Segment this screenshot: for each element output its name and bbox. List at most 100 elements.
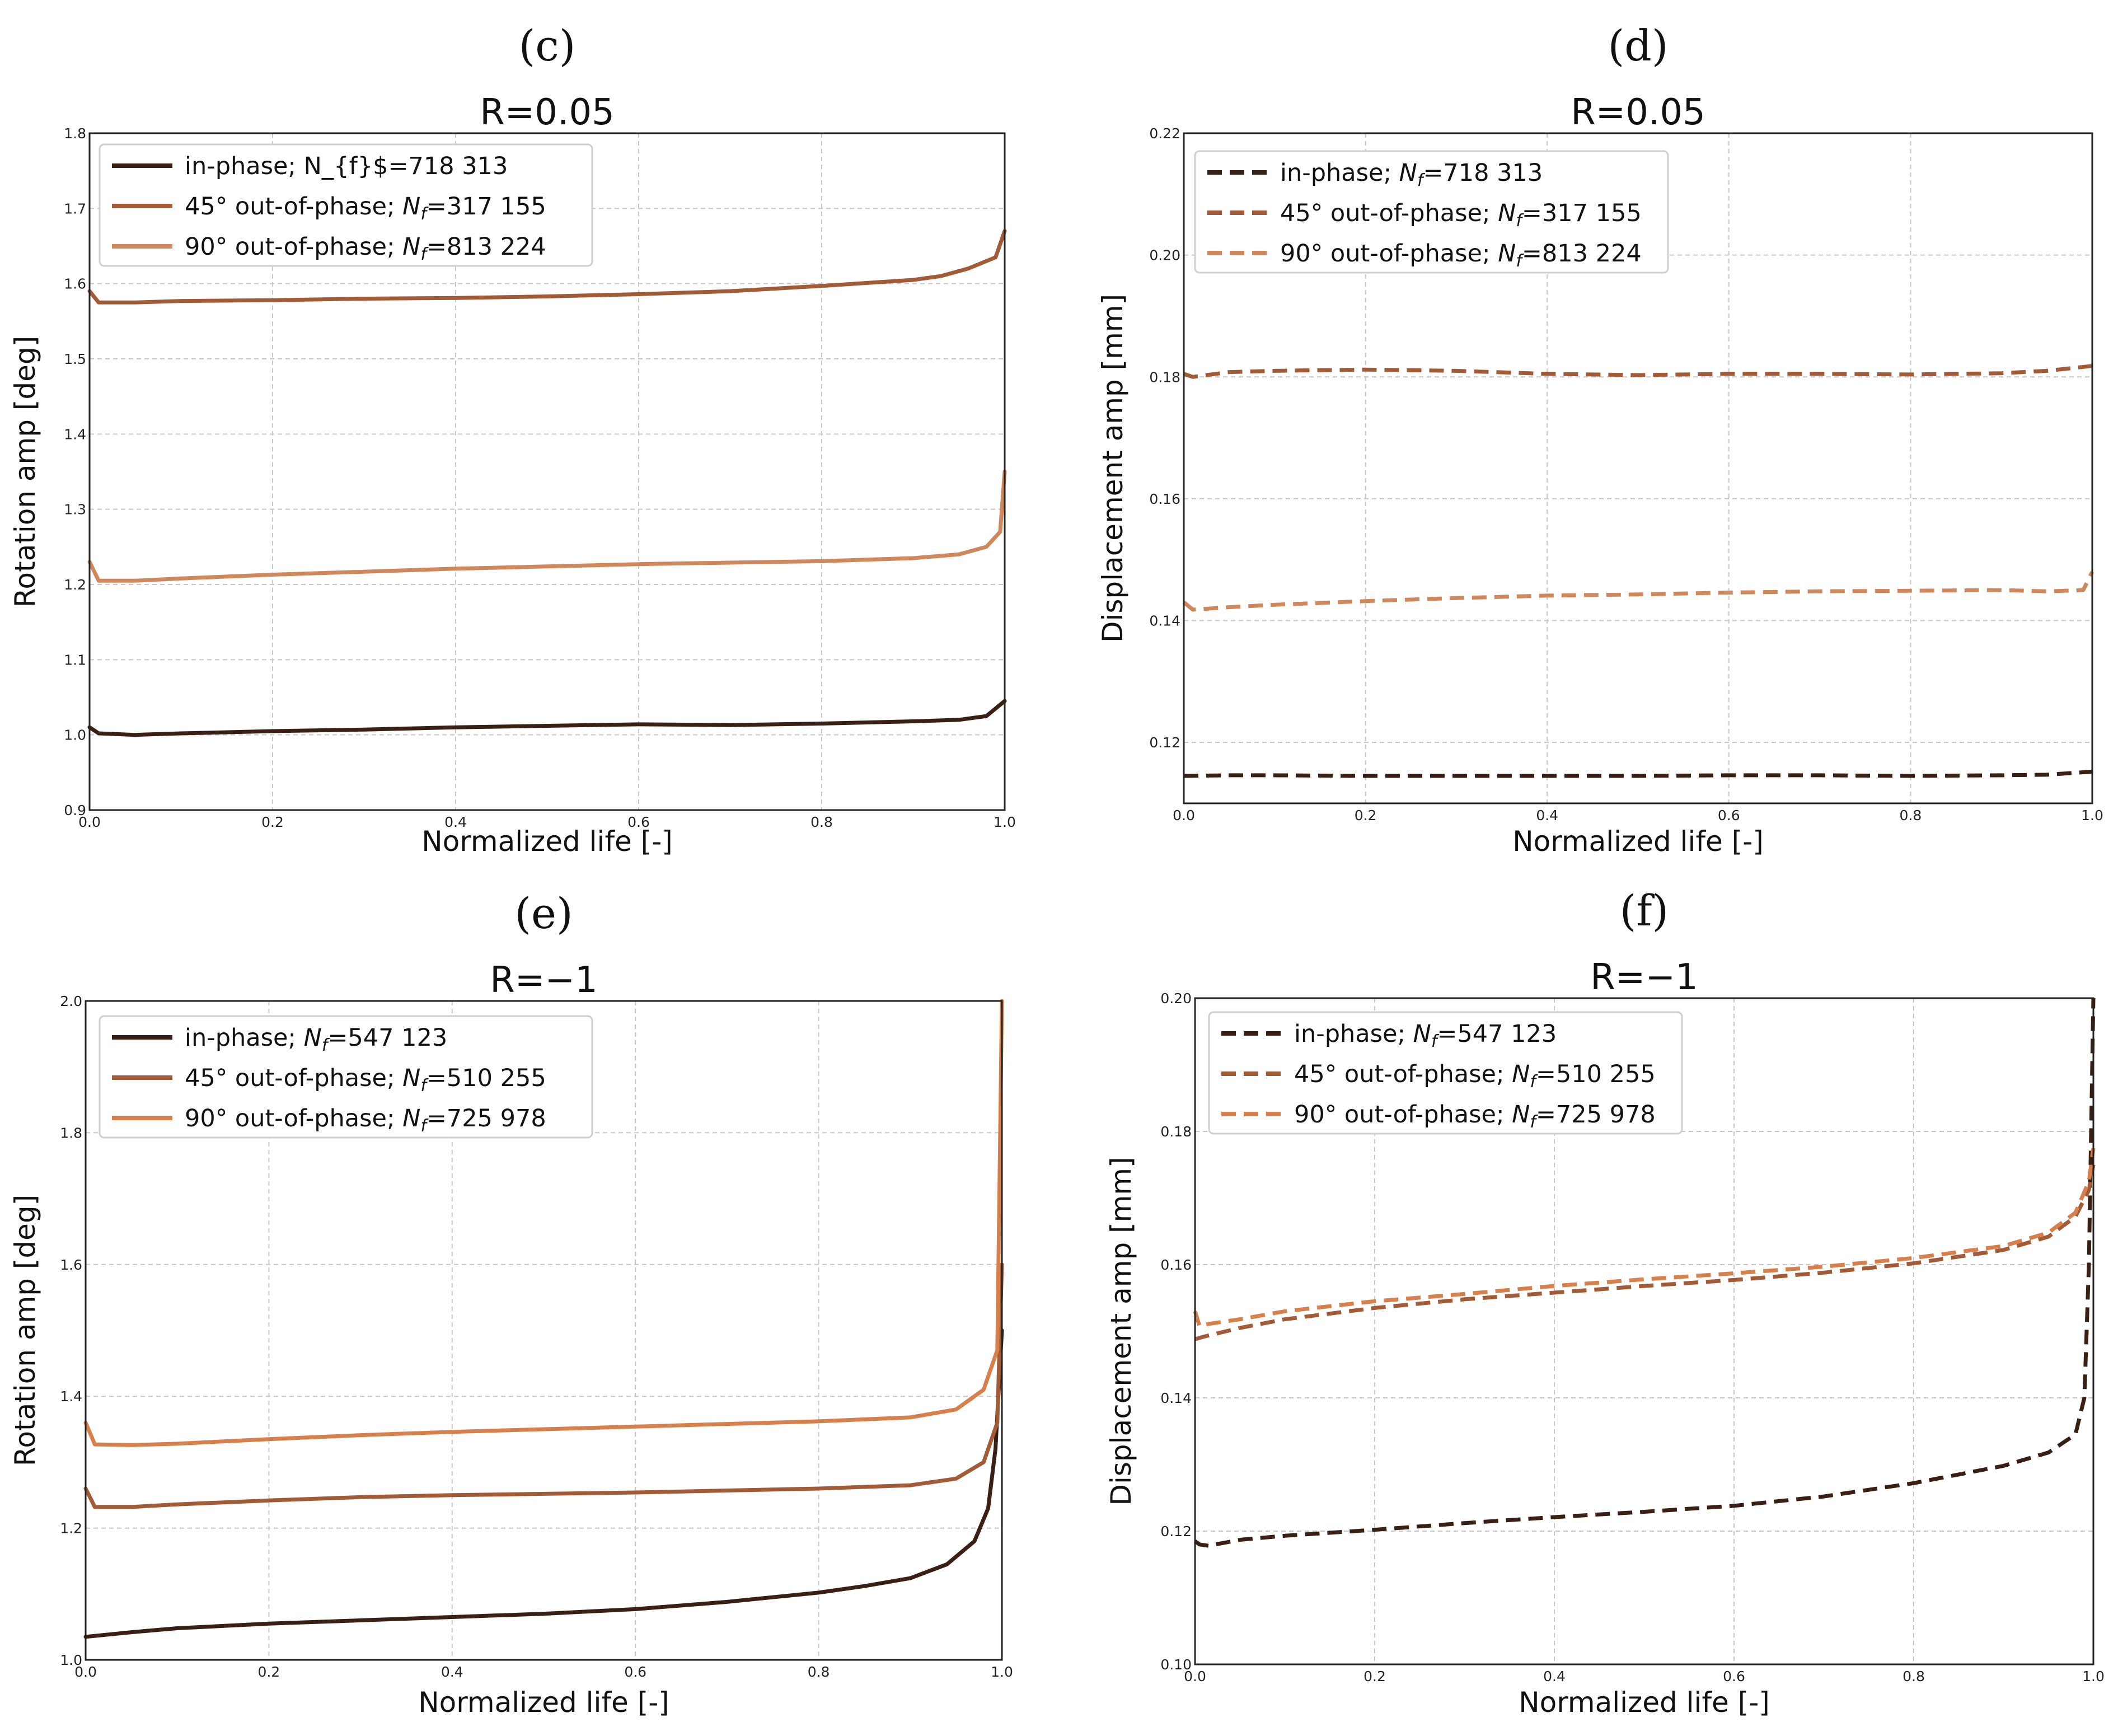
x-axis-label: Normalized life [-] — [421, 825, 673, 858]
y-tick-label: 1.2 — [64, 577, 86, 593]
y-axis-label: Displacement amp [mm] — [1097, 294, 1129, 643]
legend-box — [1194, 150, 1669, 274]
x-tick-label: 1.0 — [2082, 1668, 2105, 1684]
y-tick-label: 0.20 — [1149, 247, 1180, 264]
legend-label: 90° out-of-phase; Nf=725 978 — [185, 1105, 546, 1136]
y-axis-label: Displacement amp [mm] — [1105, 1157, 1137, 1505]
x-tick-label: 1.0 — [994, 814, 1016, 830]
y-tick-label: 0.20 — [1160, 990, 1192, 1007]
series-line-3 — [87, 470, 1007, 583]
chart-title: R=0.05 — [480, 92, 615, 133]
y-tick-label: 0.9 — [64, 802, 86, 818]
legend: in-phase; Nf=547 123 45° out-of-phase; Nf… — [99, 1015, 593, 1139]
x-tick-label: 0.0 — [74, 1664, 97, 1680]
x-tick-label: 0.8 — [1900, 807, 1922, 823]
y-tick-label: 0.12 — [1149, 734, 1180, 751]
series-line-2 — [1183, 364, 2093, 379]
y-tick-label: 1.5 — [64, 351, 86, 367]
x-tick-label: 0.2 — [1363, 1668, 1386, 1684]
series-line-3 — [83, 999, 1004, 1447]
legend-label: in-phase; Nf=547 123 — [1294, 1020, 1557, 1051]
series-line-3 — [1193, 1148, 2096, 1328]
legend-label: 45° out-of-phase; Nf=510 255 — [185, 1064, 546, 1096]
x-tick-label: 0.6 — [1718, 807, 1740, 823]
x-tick-label: 0.6 — [627, 814, 650, 830]
legend-label: 45° out-of-phase; Nf=317 155 — [185, 193, 546, 224]
y-tick-label: 1.1 — [64, 652, 86, 668]
legend: in-phase; N_{f}$=718 313 45° out-of-phase… — [99, 143, 593, 267]
legend-label: in-phase; Nf=718 313 — [1280, 159, 1543, 190]
legend-box — [1208, 1011, 1683, 1135]
y-tick-label: 0.22 — [1149, 125, 1180, 142]
y-tick-label: 0.14 — [1149, 613, 1180, 629]
y-tick-label: 1.2 — [60, 1520, 82, 1537]
series-line-1 — [87, 699, 1007, 737]
y-tick-label: 0.16 — [1160, 1257, 1192, 1273]
series-line-2 — [1194, 1164, 2096, 1341]
chart-title: R=−1 — [1590, 957, 1698, 998]
x-tick-label: 0.0 — [1184, 1668, 1206, 1684]
y-tick-label: 1.3 — [64, 502, 86, 518]
x-tick-label: 0.6 — [624, 1664, 646, 1680]
x-tick-label: 0.4 — [1543, 1668, 1566, 1684]
legend-box — [99, 1015, 593, 1139]
x-tick-label: 0.8 — [810, 814, 833, 830]
x-tick-label: 0.2 — [261, 814, 284, 830]
panel-letter: (d) — [1608, 21, 1669, 71]
y-tick-label: 0.12 — [1160, 1523, 1192, 1540]
x-axis-label: Normalized life [-] — [1519, 1686, 1770, 1719]
legend-label: 90° out-of-phase; Nf=813 224 — [1280, 240, 1642, 271]
y-tick-label: 0.10 — [1160, 1657, 1192, 1673]
chart-panel-3: (e) R=−1 0.0 0.2 0.4 0.6 0.8 1.0 1.0 1.2 1.4 1.6 1.8… — [9, 888, 1013, 1719]
y-tick-label: 2.0 — [60, 993, 82, 1009]
series-line-1 — [1193, 998, 2096, 1548]
legend-label: 90° out-of-phase; Nf=725 978 — [1294, 1101, 1656, 1132]
y-tick-label: 1.6 — [60, 1257, 82, 1273]
x-tick-label: 1.0 — [991, 1664, 1013, 1680]
y-tick-label: 1.7 — [64, 200, 86, 217]
legend-label: 45° out-of-phase; Nf=510 255 — [1294, 1060, 1656, 1092]
x-axis-label: Normalized life [-] — [418, 1686, 669, 1719]
x-tick-label: 0.6 — [1723, 1668, 1745, 1684]
chart-title: R=0.05 — [1571, 92, 1705, 133]
x-tick-label: 0.8 — [808, 1664, 830, 1680]
legend: in-phase; Nf=547 123 45° out-of-phase; Nf… — [1208, 1011, 1683, 1135]
y-tick-label: 0.16 — [1149, 491, 1180, 507]
x-tick-label: 0.2 — [258, 1664, 280, 1680]
chart-panel-4: (f) R=−1 0.0 0.2 0.4 0.6 0.8 1.0 0.10 0.12 0.14 0.1… — [1105, 886, 2105, 1719]
series-line-1 — [83, 1328, 1004, 1639]
y-tick-label: 1.8 — [64, 125, 86, 142]
legend: in-phase; Nf=718 313 45° out-of-phase; Nf… — [1194, 150, 1669, 274]
y-tick-label: 0.18 — [1160, 1124, 1192, 1140]
plot-area-frame — [1183, 132, 2093, 804]
legend-label: 45° out-of-phase; Nf=317 155 — [1280, 199, 1642, 231]
x-tick-label: 0.4 — [444, 814, 467, 830]
y-axis-label: Rotation amp [deg] — [9, 1195, 41, 1466]
x-tick-label: 0.4 — [441, 1664, 463, 1680]
series-line-3 — [1182, 570, 2094, 612]
x-tick-label: 0.0 — [78, 814, 101, 830]
panel-letter: (f) — [1620, 886, 1669, 935]
panel-letter: (e) — [514, 888, 573, 938]
legend-label: in-phase; N_{f}$=718 313 — [185, 152, 508, 180]
x-tick-label: 0.4 — [1536, 807, 1558, 823]
y-tick-label: 1.0 — [60, 1652, 82, 1668]
plot-area-frame — [85, 1000, 1003, 1661]
x-tick-label: 0.2 — [1355, 807, 1377, 823]
plot-area-frame — [1194, 997, 2094, 1665]
y-tick-label: 1.0 — [64, 727, 86, 743]
y-tick-label: 1.4 — [60, 1388, 82, 1405]
x-tick-label: 0.0 — [1173, 807, 1195, 823]
plot-area-frame — [88, 132, 1006, 811]
panel-letter: (c) — [519, 21, 576, 71]
x-axis-label: Normalized life [-] — [1512, 825, 1764, 858]
legend-label: 90° out-of-phase; Nf=813 224 — [185, 233, 546, 264]
chart-panel-2: (d) R=0.05 0.0 0.2 0.4 0.6 0.8 1.0 0.12 0.14 0.16 0… — [1097, 21, 2103, 858]
y-tick-label: 1.8 — [60, 1125, 82, 1141]
legend-label: in-phase; Nf=547 123 — [185, 1024, 447, 1055]
x-tick-label: 0.8 — [1903, 1668, 1925, 1684]
chart-panel-1: (c) R=0.05 0.0 0.2 0.4 0.6 0.8 1.0 0.9 1.0 1.1 1.2 1… — [9, 21, 1016, 858]
y-tick-label: 0.14 — [1160, 1390, 1192, 1406]
series-line-2 — [87, 229, 1007, 305]
